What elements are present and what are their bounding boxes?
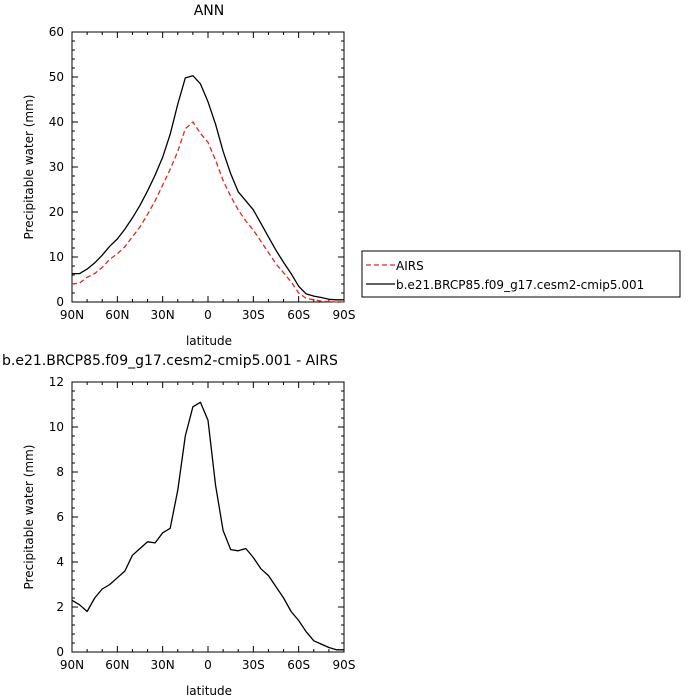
top-chart-series xyxy=(71,75,344,303)
y-tick-label: 60 xyxy=(49,25,64,39)
x-tick-label: 0 xyxy=(204,658,212,672)
top-chart-plot-frame xyxy=(71,31,345,303)
y-tick-label: 2 xyxy=(56,600,64,614)
bottom-chart-ticks: 90N 60N 30N 0 30S 60S 90S 0 2 4 6 8 10 12 xyxy=(49,375,356,672)
x-tick-label: 60S xyxy=(287,308,310,322)
bottom-chart-title: b.e21.BRCP85.f09_g17.cesm2-cmip5.001 - A… xyxy=(2,353,338,369)
series-line-airs xyxy=(71,121,344,303)
chart-legend: AIRS b.e21.BRCP85.f09_g17.cesm2-cmip5.00… xyxy=(361,250,681,298)
series-line-difference xyxy=(71,401,344,651)
y-tick-label: 30 xyxy=(49,160,64,174)
y-tick-label: 10 xyxy=(49,250,64,264)
x-tick-label: 0 xyxy=(204,308,212,322)
y-tick-label: 10 xyxy=(49,420,64,434)
legend-box xyxy=(361,250,681,298)
y-tick-label: 20 xyxy=(49,205,64,219)
bottom-chart-panel: b.e21.BRCP85.f09_g17.cesm2-cmip5.001 - A… xyxy=(2,353,355,698)
y-tick-label: 4 xyxy=(56,555,64,569)
bottom-chart-y-axis-label: Precipitable water (mm) xyxy=(22,445,36,590)
x-tick-label: 90N xyxy=(60,658,84,672)
top-chart-x-axis-label: latitude xyxy=(186,334,232,348)
x-tick-label: 30S xyxy=(242,308,265,322)
bottom-chart-series xyxy=(71,401,344,651)
y-tick-label: 0 xyxy=(56,645,64,659)
y-tick-label: 0 xyxy=(56,295,64,309)
x-tick-label: 60S xyxy=(287,658,310,672)
top-chart-ticks: 90N 60N 30N 0 30S 60S 90S 0 10 20 30 40 50 60 xyxy=(49,25,356,322)
legend-label-airs: AIRS xyxy=(396,259,424,273)
x-tick-label: 60N xyxy=(105,658,129,672)
top-chart-title: ANN xyxy=(194,3,225,19)
x-tick-label: 30N xyxy=(151,308,175,322)
x-tick-label: 90S xyxy=(333,308,356,322)
y-tick-label: 12 xyxy=(49,375,64,389)
y-tick-label: 50 xyxy=(49,70,64,84)
x-tick-label: 30S xyxy=(242,658,265,672)
y-tick-label: 40 xyxy=(49,115,64,129)
legend-label-model: b.e21.BRCP85.f09_g17.cesm2-cmip5.001 xyxy=(396,278,644,292)
bottom-chart-x-axis-label: latitude xyxy=(186,684,232,698)
x-tick-label: 30N xyxy=(151,658,175,672)
top-chart-panel: ANN 90N 60N 30N 0 30S 60S 90S 0 10 20 30 40 50 60 lat… xyxy=(22,3,355,348)
top-chart-y-axis-label: Precipitable water (mm) xyxy=(22,95,36,240)
x-tick-label: 90N xyxy=(60,308,84,322)
y-tick-label: 8 xyxy=(56,465,64,479)
series-line-b-e21-brcp85-f09-g17-cesm2-cmip5-001 xyxy=(72,75,344,301)
x-tick-label: 60N xyxy=(105,308,129,322)
x-tick-label: 90S xyxy=(333,658,356,672)
y-tick-label: 6 xyxy=(56,510,64,524)
